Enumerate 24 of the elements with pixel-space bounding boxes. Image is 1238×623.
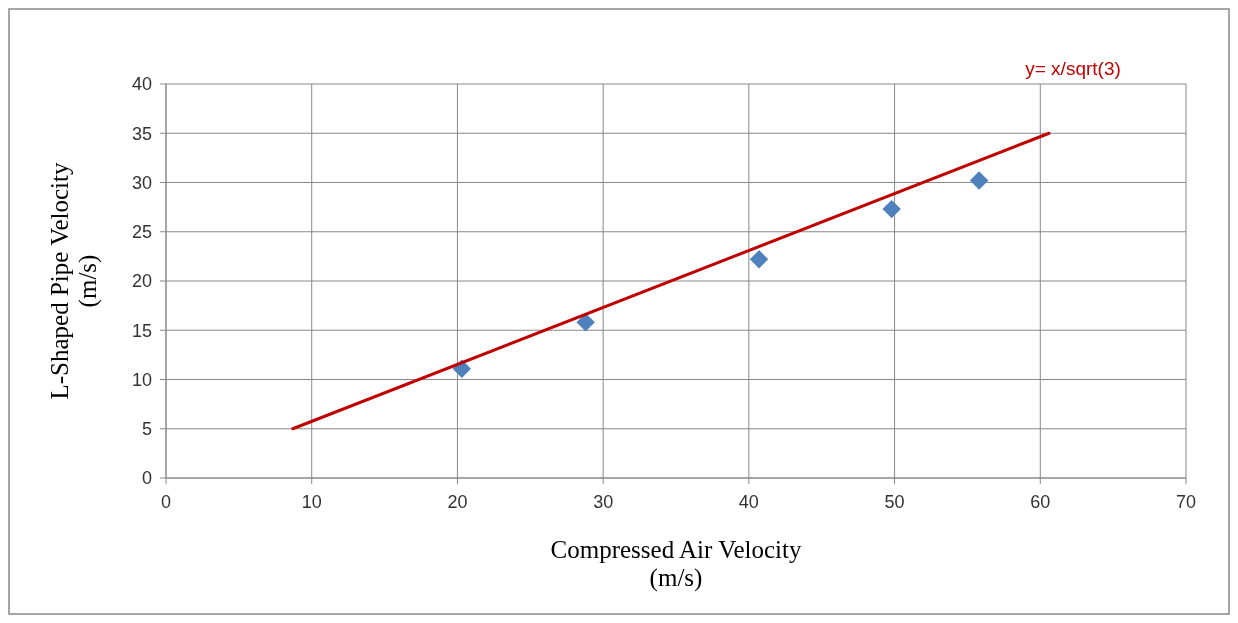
annotation: y= x/sqrt(3) xyxy=(1025,58,1121,80)
y-tick-label: 40 xyxy=(131,74,152,95)
y-axis-title: L-Shaped Pipe Velocity (m/s) xyxy=(46,162,102,400)
x-tick-label: 20 xyxy=(447,492,468,512)
point xyxy=(882,199,901,219)
y-tick-label: 25 xyxy=(131,222,152,243)
x-tick-label: 30 xyxy=(593,492,614,512)
x-axis-title: Compressed Air Velocity (m/s) xyxy=(550,536,802,592)
y-tick-label: 20 xyxy=(131,271,152,292)
x-tick-label: 0 xyxy=(160,492,172,512)
y-tick-label: 5 xyxy=(141,419,152,440)
x-tick-label: 70 xyxy=(1175,492,1197,512)
x-tick-label: 40 xyxy=(738,492,759,512)
y-tick-label: 15 xyxy=(131,320,152,341)
x-tick-label: 50 xyxy=(884,492,905,512)
y-tick-label: 0 xyxy=(141,468,152,489)
point xyxy=(969,171,989,190)
x-tick-label: 60 xyxy=(1030,492,1051,512)
y-tick-label: 10 xyxy=(131,369,152,390)
point xyxy=(749,250,769,269)
point xyxy=(576,313,595,332)
y-tick-label: 30 xyxy=(131,172,152,193)
y-tick-label: 35 xyxy=(131,123,152,144)
x-tick-label: 10 xyxy=(301,492,322,512)
